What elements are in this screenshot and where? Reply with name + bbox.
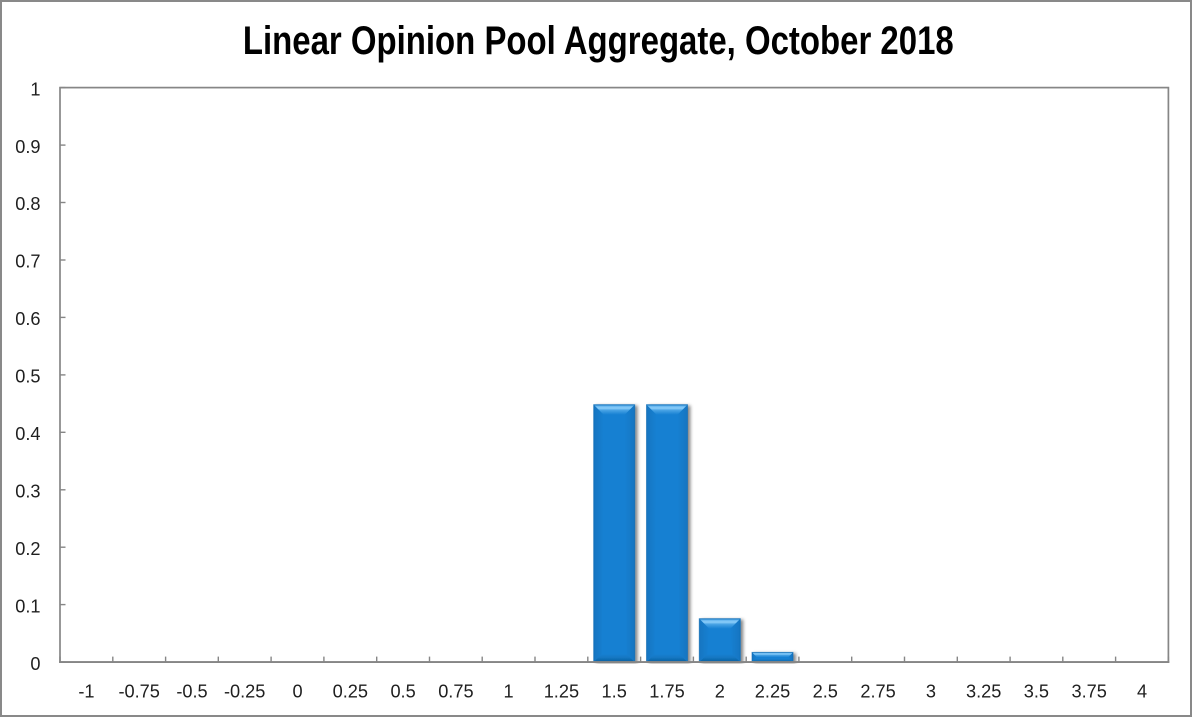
svg-text:0.2: 0.2 bbox=[15, 539, 40, 559]
svg-text:0.8: 0.8 bbox=[15, 194, 40, 214]
svg-text:2.5: 2.5 bbox=[813, 682, 838, 702]
svg-text:-0.75: -0.75 bbox=[118, 682, 159, 702]
svg-text:3.5: 3.5 bbox=[1024, 682, 1049, 702]
svg-text:0.7: 0.7 bbox=[15, 252, 40, 272]
svg-text:2.25: 2.25 bbox=[755, 682, 790, 702]
svg-text:1.5: 1.5 bbox=[602, 682, 627, 702]
svg-text:1.75: 1.75 bbox=[649, 682, 684, 702]
svg-text:2.75: 2.75 bbox=[860, 682, 895, 702]
svg-text:0.5: 0.5 bbox=[390, 682, 415, 702]
svg-text:3: 3 bbox=[926, 682, 936, 702]
svg-text:0.75: 0.75 bbox=[438, 682, 473, 702]
svg-text:0.5: 0.5 bbox=[15, 367, 40, 387]
svg-text:0.25: 0.25 bbox=[333, 682, 368, 702]
svg-text:0.3: 0.3 bbox=[15, 481, 40, 501]
svg-text:-0.25: -0.25 bbox=[224, 682, 265, 702]
svg-text:2: 2 bbox=[715, 682, 725, 702]
svg-text:0: 0 bbox=[292, 682, 302, 702]
svg-text:3.25: 3.25 bbox=[966, 682, 1001, 702]
svg-text:-1: -1 bbox=[78, 682, 94, 702]
svg-text:0.4: 0.4 bbox=[15, 424, 40, 444]
svg-text:0: 0 bbox=[30, 654, 40, 674]
svg-text:3.75: 3.75 bbox=[1071, 682, 1106, 702]
svg-text:0.6: 0.6 bbox=[15, 309, 40, 329]
svg-text:-0.5: -0.5 bbox=[176, 682, 207, 702]
svg-text:0.1: 0.1 bbox=[15, 596, 40, 616]
svg-text:1.25: 1.25 bbox=[544, 682, 579, 702]
svg-text:0.9: 0.9 bbox=[15, 137, 40, 157]
svg-text:1: 1 bbox=[30, 79, 40, 99]
svg-text:1: 1 bbox=[504, 682, 514, 702]
svg-text:4: 4 bbox=[1137, 682, 1147, 702]
